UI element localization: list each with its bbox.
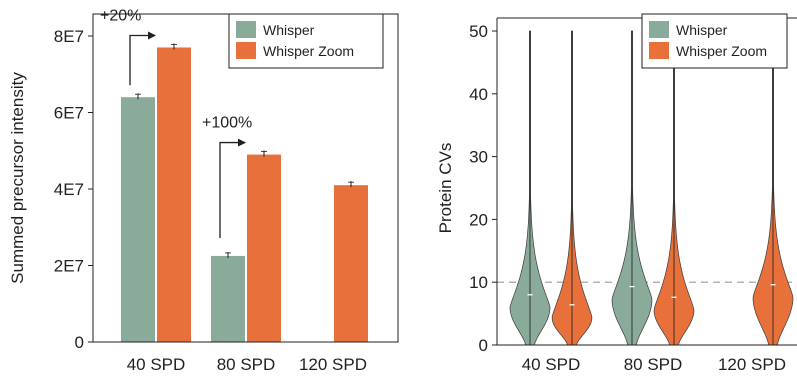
- bar-y-axis-label: Summed precursor intensity: [8, 72, 27, 284]
- whisper-bar-80-spd: [211, 255, 245, 342]
- violin-y-tick-label: 0: [479, 336, 488, 355]
- bar-x-tick-label: 120 SPD: [299, 355, 367, 374]
- whisper-bar-40-spd: [121, 97, 155, 342]
- whisper-zoom-bar-40-spd: [157, 47, 191, 342]
- bar-legend-label: Whisper: [263, 22, 315, 38]
- violin-y-tick-label: 30: [469, 148, 488, 167]
- bar-y-tick-label: 6E7: [54, 104, 84, 123]
- violin-x-tick-label: 120 SPD: [718, 355, 786, 374]
- bar-x-tick-label: 40 SPD: [127, 355, 186, 374]
- violin-y-tick-label: 20: [469, 210, 488, 229]
- whisper-zoom-bar-80-spd: [247, 154, 281, 342]
- violin-legend-swatch: [649, 42, 669, 59]
- bar-y-tick-label: 4E7: [54, 180, 84, 199]
- bar-legend-swatch: [236, 21, 256, 38]
- annotation-label: +100%: [202, 115, 252, 132]
- violin-x-tick-label: 40 SPD: [522, 355, 581, 374]
- violin-y-tick-label: 10: [469, 273, 488, 292]
- bar-y-tick-label: 2E7: [54, 257, 84, 276]
- whisper-zoom-bar-120-spd: [334, 185, 368, 342]
- violin-x-tick-label: 80 SPD: [624, 355, 683, 374]
- bar-y-tick-label: 8E7: [54, 27, 84, 46]
- bar-x-tick-label: 80 SPD: [217, 355, 276, 374]
- violin-legend-label: Whisper: [676, 22, 728, 38]
- violin-legend-label: Whisper Zoom: [676, 43, 767, 59]
- bar-legend-label: Whisper Zoom: [263, 43, 354, 59]
- violin-legend-swatch: [649, 21, 669, 38]
- violin-y-tick-label: 50: [469, 22, 488, 41]
- annotation-arrow: [219, 138, 246, 238]
- bar-legend-swatch: [236, 42, 256, 59]
- violin-y-axis-label: Protein CVs: [436, 143, 455, 234]
- annotation-label: +20%: [100, 7, 141, 24]
- violin-chart: 0 10 20 30 40 50 40 SPD 80 SPD 120 SPD Protein CV…: [436, 13, 797, 374]
- bar-y-tick-label: 0: [75, 333, 84, 352]
- bar-chart: 0 2E7 4E7 6E7 8E7 40 SPD 80 SPD 120 SPD Summed p…: [8, 7, 399, 374]
- violin-y-tick-label: 40: [469, 85, 488, 104]
- annotation-arrow: [129, 31, 156, 86]
